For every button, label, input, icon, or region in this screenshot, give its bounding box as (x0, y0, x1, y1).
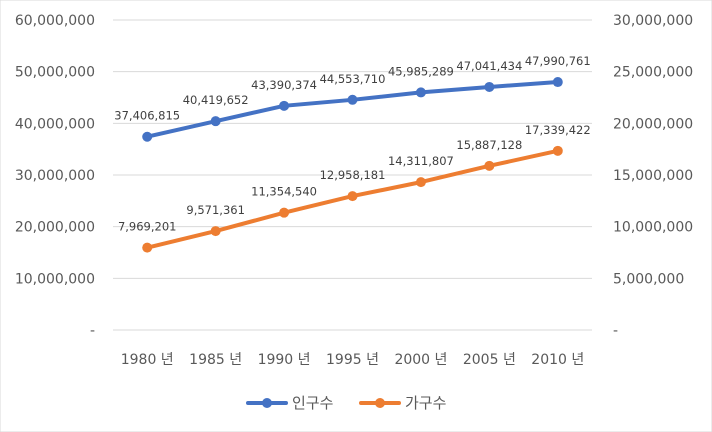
left-axis-tick-label: 50,000,000 (15, 65, 95, 81)
series-2-data-label: 17,339,422 (525, 123, 591, 137)
x-axis-category-label: 1985 년 (189, 352, 242, 368)
series-1-data-label: 45,985,289 (388, 64, 454, 78)
left-axis-tick-label: 30,000,000 (15, 168, 95, 184)
right-axis-tick-label: - (613, 323, 618, 339)
series-2-point (484, 160, 495, 171)
series-1-data-label: 47,041,434 (456, 59, 522, 73)
series-1-data-label: 43,390,374 (251, 78, 317, 92)
series-2-point (347, 191, 358, 202)
series-2-data-label: 15,887,128 (456, 138, 522, 152)
x-axis-category-label: 1995 년 (326, 352, 379, 368)
legend-label: 인구수 (292, 394, 333, 412)
x-axis-category-label: 2005 년 (463, 352, 516, 368)
left-axis-tick-label: 10,000,000 (15, 271, 95, 287)
left-axis-tick-label: 60,000,000 (15, 13, 95, 29)
series-1-point (552, 77, 563, 88)
series-1-point (415, 87, 426, 98)
right-axis-tick-label: 20,000,000 (613, 116, 693, 132)
series-2-point (210, 226, 221, 237)
x-axis-category-label: 2010 년 (531, 352, 584, 368)
series-1-point (484, 81, 495, 92)
left-axis-tick-label: - (90, 323, 95, 339)
series-2-point (552, 145, 563, 156)
x-axis-category-label: 1990 년 (258, 352, 311, 368)
series-1-point (347, 94, 358, 105)
series-2-point (142, 242, 153, 253)
series-1-point (142, 131, 153, 142)
series-1-point (210, 116, 221, 127)
series-2-data-label: 9,571,361 (186, 203, 245, 217)
right-axis-tick-label: 5,000,000 (613, 271, 684, 287)
series-1-data-label: 37,406,815 (114, 109, 180, 123)
legend-swatch-marker (262, 398, 272, 408)
x-axis-category-label: 1980 년 (121, 352, 174, 368)
series-2-data-label: 14,311,807 (388, 154, 454, 168)
left-axis-tick-label: 20,000,000 (15, 220, 95, 236)
series-2-data-label: 11,354,540 (251, 185, 317, 199)
right-axis-tick-label: 15,000,000 (613, 168, 693, 184)
right-axis-tick-label: 30,000,000 (613, 13, 693, 29)
series-2-data-label: 12,958,181 (320, 168, 386, 182)
right-axis-tick-label: 10,000,000 (613, 220, 693, 236)
series-1-data-label: 47,990,761 (525, 54, 591, 68)
series-2-point (415, 177, 426, 188)
legend-swatch-marker (375, 398, 385, 408)
right-axis-tick-label: 25,000,000 (613, 65, 693, 81)
series-1-point (279, 100, 290, 111)
left-axis-tick-label: 40,000,000 (15, 116, 95, 132)
series-2-data-label: 7,969,201 (118, 220, 177, 234)
series-1-data-label: 40,419,652 (183, 93, 249, 107)
x-axis-category-label: 2000 년 (394, 352, 447, 368)
series-2-point (279, 207, 290, 218)
legend-label: 가구수 (405, 394, 446, 412)
series-1-data-label: 44,553,710 (320, 72, 386, 86)
